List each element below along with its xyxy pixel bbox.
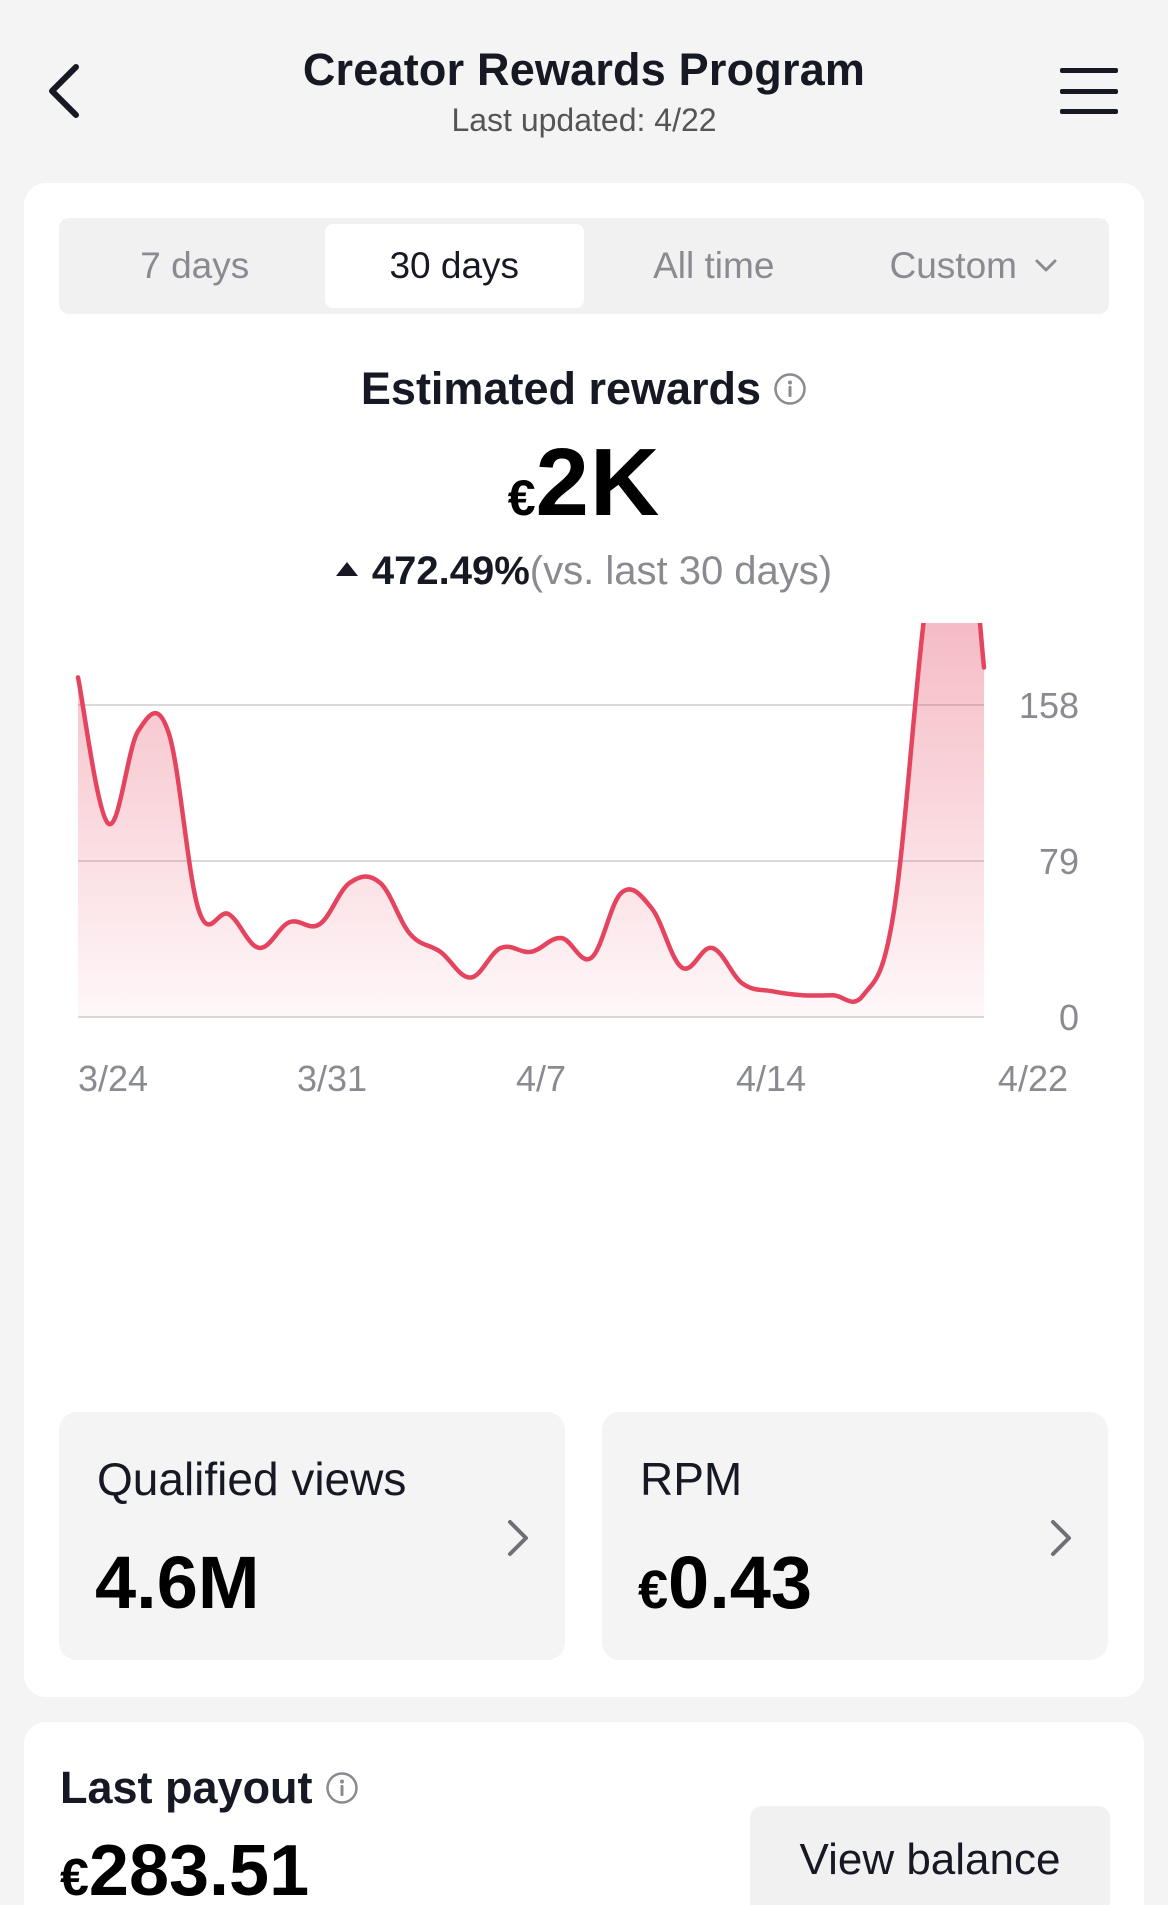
menu-line bbox=[1060, 68, 1118, 73]
rewards-amount: 2K bbox=[535, 429, 661, 536]
qualified-views-value: 4.6M bbox=[95, 1541, 260, 1624]
currency-symbol: € bbox=[507, 470, 536, 526]
page-title: Creator Rewards Program bbox=[302, 44, 866, 95]
estimated-rewards-label: Estimated rewards bbox=[360, 363, 762, 414]
x-tick-label: 4/22 bbox=[998, 1058, 1068, 1099]
qualified-views-label: Qualified views bbox=[97, 1453, 407, 1505]
last-payout-value: €283.51 bbox=[60, 1830, 309, 1905]
x-tick-label: 4/14 bbox=[736, 1058, 806, 1099]
menu-button[interactable] bbox=[1060, 68, 1118, 114]
rewards-chart: 3162371587903/243/314/74/144/22 bbox=[75, 623, 1079, 1099]
tab-label: 30 days bbox=[389, 245, 520, 286]
chevron-right-icon bbox=[508, 1520, 528, 1556]
x-tick-label: 3/24 bbox=[78, 1058, 148, 1099]
change-comparison: (vs. last 30 days) bbox=[529, 549, 833, 593]
header: Creator Rewards Program Last updated: 4/… bbox=[0, 0, 1168, 170]
estimated-rewards-value: €2K bbox=[24, 428, 1144, 538]
chevron-left-icon bbox=[49, 64, 79, 118]
y-tick-label: 79 bbox=[1039, 841, 1079, 882]
last-updated: Last updated: 4/22 bbox=[451, 102, 717, 138]
qualified-views-card[interactable]: Qualified views 4.6M bbox=[59, 1412, 565, 1660]
payout-amount: 283.51 bbox=[88, 1831, 310, 1905]
info-icon[interactable] bbox=[773, 372, 807, 406]
period-tabs: 7 days 30 days All time Custom bbox=[59, 218, 1109, 314]
up-triangle-icon bbox=[335, 562, 358, 577]
chevron-down-icon bbox=[1035, 259, 1057, 272]
estimated-rewards-title: Estimated rewards bbox=[24, 363, 1144, 415]
tab-custom[interactable]: Custom bbox=[844, 224, 1104, 308]
rpm-label: RPM bbox=[640, 1453, 743, 1505]
tab-label: 7 days bbox=[140, 245, 250, 286]
series-area bbox=[78, 623, 984, 1017]
tab-7-days[interactable]: 7 days bbox=[65, 224, 325, 308]
tab-label: All time bbox=[653, 245, 775, 286]
y-tick-label: 158 bbox=[1019, 685, 1079, 726]
rpm-amount: 0.43 bbox=[668, 1541, 813, 1624]
rpm-card[interactable]: RPM €0.43 bbox=[602, 1412, 1108, 1660]
y-tick-label: 0 bbox=[1059, 997, 1079, 1038]
currency-symbol: € bbox=[60, 1849, 89, 1905]
info-icon[interactable] bbox=[325, 1771, 359, 1805]
tab-30-days[interactable]: 30 days bbox=[324, 224, 584, 308]
menu-line bbox=[1060, 88, 1118, 94]
rewards-card: 7 days 30 days All time Custom Estimated… bbox=[24, 183, 1144, 1697]
back-button[interactable] bbox=[40, 60, 88, 122]
series-line bbox=[75, 623, 987, 1004]
x-tick-label: 3/31 bbox=[297, 1058, 367, 1099]
change-indicator: 472.49%(vs. last 30 days) bbox=[24, 549, 1144, 594]
view-balance-button[interactable]: View balance bbox=[750, 1806, 1110, 1905]
menu-line bbox=[1060, 109, 1118, 114]
chevron-right-icon bbox=[1051, 1520, 1071, 1556]
tab-label: Custom bbox=[889, 245, 1017, 286]
payout-card: Last payout €283.51 View balance bbox=[24, 1722, 1144, 1905]
rpm-value: €0.43 bbox=[638, 1540, 812, 1625]
currency-symbol: € bbox=[638, 1560, 669, 1620]
x-tick-label: 4/7 bbox=[516, 1058, 566, 1099]
last-payout-title: Last payout bbox=[60, 1762, 359, 1814]
last-payout-label: Last payout bbox=[60, 1762, 313, 1813]
tab-all-time[interactable]: All time bbox=[584, 224, 844, 308]
change-percent: 472.49% bbox=[371, 549, 530, 593]
